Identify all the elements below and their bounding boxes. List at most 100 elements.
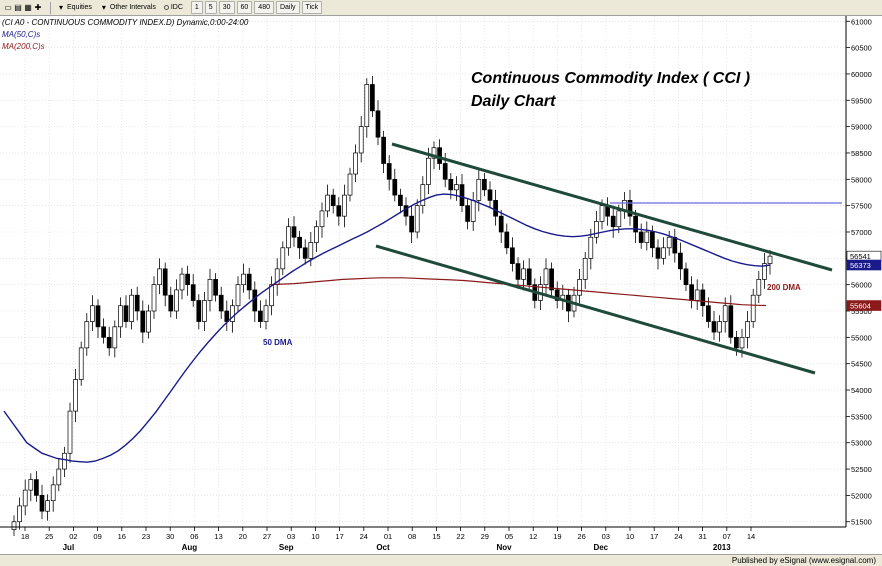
candle-body xyxy=(179,273,185,291)
interval-button-daily[interactable]: Daily xyxy=(275,1,300,14)
candle-body xyxy=(414,205,420,233)
candle-body xyxy=(694,289,700,301)
x-tick-label: 29 xyxy=(481,532,489,541)
new-icon[interactable]: ▭ xyxy=(4,2,12,12)
candle-body xyxy=(67,410,73,454)
candle-body xyxy=(543,268,549,286)
month-label: Dec xyxy=(593,543,608,552)
month-label: Sep xyxy=(279,543,294,552)
candle-body xyxy=(700,289,706,307)
candle-body xyxy=(129,294,134,322)
candle-body xyxy=(711,321,717,333)
candle-body xyxy=(50,484,56,502)
ma50-price-tag-box xyxy=(846,259,882,271)
candle-body xyxy=(554,289,560,301)
interval-button-30[interactable]: 30 xyxy=(218,1,235,14)
candle-body xyxy=(213,279,218,296)
y-tick-label: 53500 xyxy=(851,412,872,421)
toolbar-separator xyxy=(50,1,51,14)
interval-button-60[interactable]: 60 xyxy=(236,1,253,14)
candle-body xyxy=(454,184,459,191)
x-tick-label: 23 xyxy=(142,532,150,541)
candle-body xyxy=(157,268,162,286)
x-tick-label: 03 xyxy=(287,532,295,541)
interval-button-5[interactable]: 5 xyxy=(204,1,217,14)
candle-body xyxy=(661,247,666,259)
interval-button-tick[interactable]: Tick xyxy=(301,1,323,14)
footer: Published by eSignal (www.esignal.com) xyxy=(0,554,882,566)
candle-body xyxy=(459,184,465,206)
ma200-header: MA(200,C)s xyxy=(2,42,45,51)
candle-body xyxy=(190,284,196,301)
y-tick-label: 60500 xyxy=(851,44,872,53)
candle-body xyxy=(353,152,358,175)
x-tick-label: 05 xyxy=(505,532,513,541)
candle-body xyxy=(717,321,722,333)
candle-body xyxy=(62,452,67,470)
candle-body xyxy=(482,178,487,191)
candle-body xyxy=(722,305,728,322)
x-tick-label: 08 xyxy=(408,532,416,541)
candle-body xyxy=(146,310,151,333)
candle-body xyxy=(504,231,510,249)
properties-icon[interactable]: ▤ xyxy=(14,2,22,12)
intervals-label: Other Intervals xyxy=(109,4,156,11)
candle-body xyxy=(650,231,655,249)
price-chart[interactable]: 51500 52000 52500 53000 53500 54000 54500 55000… xyxy=(0,16,882,554)
candle-body xyxy=(739,337,745,349)
x-tick-label: 03 xyxy=(602,532,610,541)
interval-button-1[interactable]: 1 xyxy=(190,1,203,14)
candle-body xyxy=(392,178,398,196)
ma50-line xyxy=(3,193,771,463)
y-tick-label: 56000 xyxy=(851,281,872,290)
interval-button-480[interactable]: 480 xyxy=(254,1,274,14)
x-tick-label: 27 xyxy=(263,532,271,541)
candle-body xyxy=(638,231,644,243)
ma50-price-tag: 56373 xyxy=(850,261,871,270)
candle-body xyxy=(381,136,386,164)
equities-dropdown[interactable]: ▾ Equities xyxy=(53,1,96,15)
intervals-dropdown[interactable]: ▾ Other Intervals xyxy=(96,1,160,15)
x-tick-label: 02 xyxy=(69,532,77,541)
candle-body xyxy=(616,210,622,228)
candle-body xyxy=(241,273,246,286)
source-label: IDC xyxy=(170,4,183,11)
y-tick-label: 55000 xyxy=(851,333,872,342)
x-tick-label: 18 xyxy=(21,532,29,541)
candle-body xyxy=(476,178,482,201)
chevron-down-icon: ▾ xyxy=(58,2,63,12)
candle-body xyxy=(521,268,526,280)
x-tick-label: 13 xyxy=(214,532,222,541)
candle-body xyxy=(442,163,448,180)
candle-body xyxy=(325,194,330,212)
add-icon[interactable]: ✚ xyxy=(34,2,42,12)
y-tick-label: 55500 xyxy=(851,307,872,316)
candle-body xyxy=(269,284,274,307)
candle-body xyxy=(112,326,118,349)
x-tick-label: 16 xyxy=(118,532,126,541)
interval-buttons: 1 5 30 60 480 Daily Tick xyxy=(187,1,328,15)
month-label: Jul xyxy=(63,543,75,552)
candle-body xyxy=(588,236,594,259)
candle-body xyxy=(364,84,370,127)
plot-background xyxy=(0,16,846,527)
x-axis-ticks: 18 25 02 09 16 23 30 06 13 20 27 03 10 17 24 01 08 15 22 29… xyxy=(21,527,755,541)
candle-body xyxy=(302,247,308,259)
candle-body xyxy=(358,126,364,154)
candle-body xyxy=(515,263,521,280)
candle-body xyxy=(403,205,409,217)
candle-body xyxy=(17,505,22,523)
x-tick-label: 24 xyxy=(360,532,368,541)
candle-body xyxy=(34,479,39,496)
candle-body xyxy=(258,310,263,322)
candle-body xyxy=(431,147,437,159)
candle-body xyxy=(375,110,381,138)
y-tick-label: 52000 xyxy=(851,491,872,500)
grid-icon[interactable]: ▦ xyxy=(24,2,32,12)
source-selector[interactable]: IDC xyxy=(160,1,187,15)
x-tick-label: 17 xyxy=(650,532,658,541)
candle-body xyxy=(582,257,588,280)
candle-body xyxy=(470,200,476,222)
x-tick-label: 20 xyxy=(239,532,247,541)
toolbar: ▭ ▤ ▦ ✚ ▾ Equities ▾ Other Intervals IDC… xyxy=(0,0,882,16)
